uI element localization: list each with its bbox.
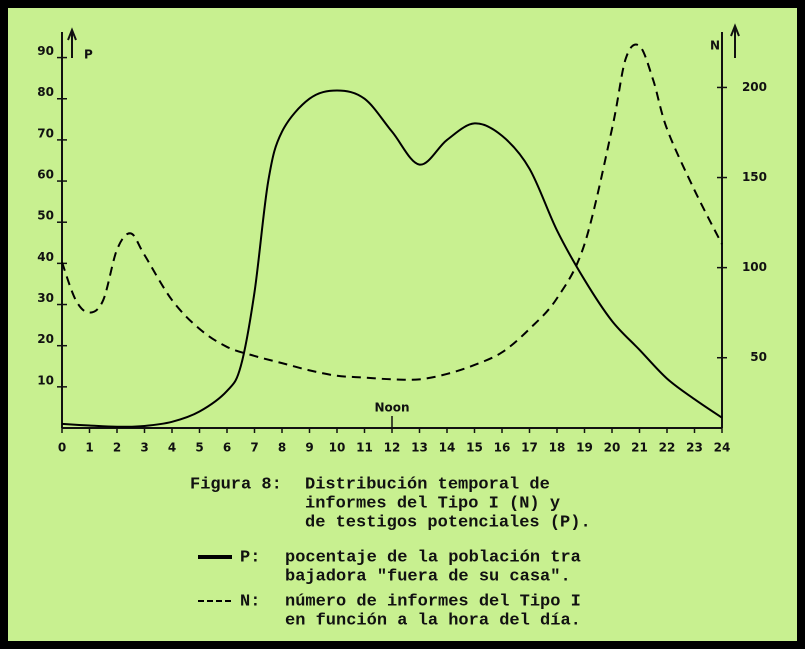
y2-tick-label: 150 — [742, 170, 767, 184]
x-tick-label: 9 — [305, 441, 313, 455]
caption-line: Distribución temporal de — [305, 475, 550, 494]
caption-label: Figura 8: — [190, 475, 282, 494]
series-line — [61, 89, 723, 428]
x-tick-label: 12 — [384, 441, 401, 455]
y2-arrow — [730, 23, 740, 58]
y-tick-label: 50 — [37, 209, 54, 223]
x-tick-label: 1 — [85, 441, 93, 455]
y-tick-label: 60 — [37, 168, 54, 182]
legend-text: número de informes del Tipo I — [285, 592, 581, 611]
x-tick-label: 0 — [58, 441, 66, 455]
background — [8, 8, 797, 641]
legend-name: N: — [240, 592, 260, 611]
x-tick-label: 22 — [659, 441, 676, 455]
x-tick-label: 21 — [631, 441, 648, 455]
x-tick-label: 15 — [466, 441, 483, 455]
y-arrow — [67, 27, 77, 58]
x-tick-label: 20 — [604, 441, 621, 455]
x-tick-label: 10 — [329, 441, 346, 455]
y-tick-label: 40 — [37, 250, 54, 264]
x-tick-label: 24 — [714, 441, 731, 455]
x-tick-label: 3 — [140, 441, 148, 455]
legend-text: pocentaje de la población tra — [285, 548, 581, 567]
caption-line: de testigos potenciales (P). — [305, 513, 591, 532]
y-tick-label: 90 — [37, 44, 54, 58]
y2-tick-label: 200 — [742, 80, 767, 94]
x-tick-label: 17 — [521, 441, 538, 455]
y-tick-label: 20 — [37, 332, 54, 346]
x-tick-label: 19 — [576, 441, 593, 455]
x-tick-label: 7 — [250, 441, 258, 455]
y-tick-label: 70 — [37, 126, 54, 140]
x-tick-label: 16 — [494, 441, 511, 455]
series-line — [61, 43, 723, 381]
caption-line: informes del Tipo I (N) y — [305, 494, 560, 513]
y2-axis-label: N — [710, 39, 720, 53]
x-tick-label: 11 — [356, 441, 373, 455]
y-tick-label: 10 — [37, 373, 54, 387]
legend-text: en función a la hora del día. — [285, 611, 581, 630]
y-tick-label: 80 — [37, 85, 54, 99]
y2-tick-label: 100 — [742, 260, 767, 274]
legend-name: P: — [240, 548, 260, 567]
x-tick-label: 23 — [686, 441, 703, 455]
x-tick-label: 18 — [549, 441, 566, 455]
x-tick-label: 8 — [278, 441, 286, 455]
x-tick-label: 5 — [195, 441, 203, 455]
x-tick-label: 6 — [223, 441, 231, 455]
x-tick-label: 4 — [168, 441, 176, 455]
annotation: Noon — [374, 401, 409, 415]
x-tick-label: 14 — [439, 441, 456, 455]
legend-text: bajadora "fuera de su casa". — [285, 567, 571, 586]
x-tick-label: 2 — [113, 441, 121, 455]
y2-tick-label: 50 — [750, 350, 767, 364]
x-tick-label: 13 — [411, 441, 428, 455]
y-tick-label: 30 — [37, 291, 54, 305]
y-axis-label: P — [84, 48, 93, 62]
